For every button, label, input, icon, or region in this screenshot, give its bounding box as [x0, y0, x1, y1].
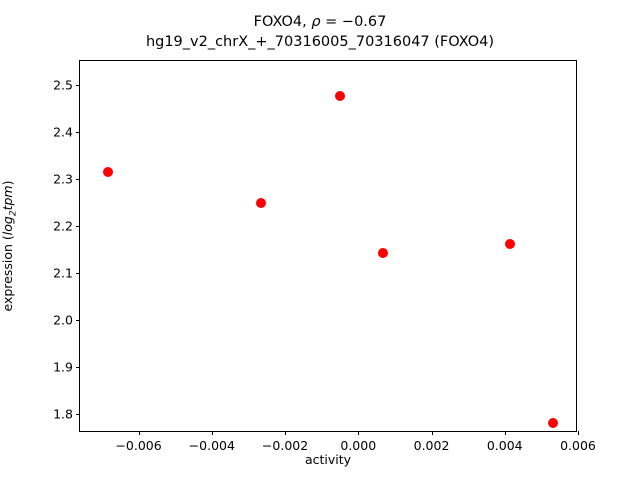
x-tick-label: −0.006 [115, 438, 162, 453]
x-tick-label: 0.004 [486, 438, 523, 453]
y-tick-label: 1.9 [53, 359, 73, 375]
x-tick-mark [211, 431, 213, 435]
x-tick-label: −0.002 [261, 438, 309, 453]
x-tick-mark [358, 431, 360, 435]
chart-title-comma: , [302, 14, 312, 30]
chart-title-gene: FOXO4 [253, 14, 303, 30]
chart-title: FOXO4, ρ = −0.67 hg19_v2_chrX_+_70316005… [0, 12, 640, 52]
y-axis-label-log-base: 2 [8, 210, 19, 217]
x-tick-label: 0.002 [413, 438, 450, 453]
data-point [256, 198, 267, 209]
data-point [378, 248, 389, 259]
x-tick-mark [431, 431, 433, 435]
y-axis-label-log: log [0, 216, 15, 236]
y-tick-mark [76, 225, 80, 227]
y-tick-mark [76, 366, 80, 368]
y-tick-label: 2.0 [53, 312, 73, 328]
rho-symbol: ρ [311, 14, 321, 30]
y-tick-label: 2.4 [53, 124, 73, 140]
y-axis-label: expression (log2tpm) [0, 60, 22, 432]
y-axis-label-prefix: expression ( [0, 235, 15, 312]
y-tick-mark [76, 84, 80, 86]
x-tick-mark [504, 431, 506, 435]
y-tick-mark [76, 131, 80, 133]
data-point [102, 167, 113, 178]
x-tick-label: 0.006 [560, 438, 596, 453]
x-tick-mark [285, 431, 287, 435]
x-tick-mark [138, 431, 140, 435]
rho-equals: = [320, 14, 342, 30]
x-tick-label: −0.004 [188, 438, 235, 453]
y-tick-label: 2.2 [53, 218, 73, 234]
data-point [504, 239, 515, 250]
chart-subtitle: hg19_v2_chrX_+_70316005_70316047 (FOXO4) [145, 34, 495, 50]
data-point [548, 417, 559, 428]
y-tick-label: 2.1 [53, 265, 73, 281]
y-tick-label: 2.3 [53, 171, 73, 187]
x-tick-label: 0.000 [340, 438, 377, 453]
y-tick-mark [76, 413, 80, 415]
data-points-layer [80, 61, 576, 431]
data-point [334, 90, 345, 101]
y-tick-label: 2.5 [53, 77, 73, 92]
chart-title-line-1: FOXO4, ρ = −0.67 [0, 12, 640, 32]
y-tick-mark [76, 178, 80, 180]
x-tick-mark [578, 431, 580, 435]
y-tick-mark [76, 272, 80, 274]
y-axis-label-units: tpm [0, 185, 15, 211]
y-axis-label-suffix: ) [0, 180, 15, 186]
rho-value: −0.67 [341, 14, 387, 30]
x-axis-label: activity [304, 452, 352, 467]
y-tick-label: 1.8 [53, 406, 73, 422]
plot-axes-area: 1.8 1.9 2.0 2.1 2.2 2.3 2.4 2.5 −0.006 −0.004 −0.… [53, 60, 596, 453]
y-tick-mark [76, 319, 80, 321]
